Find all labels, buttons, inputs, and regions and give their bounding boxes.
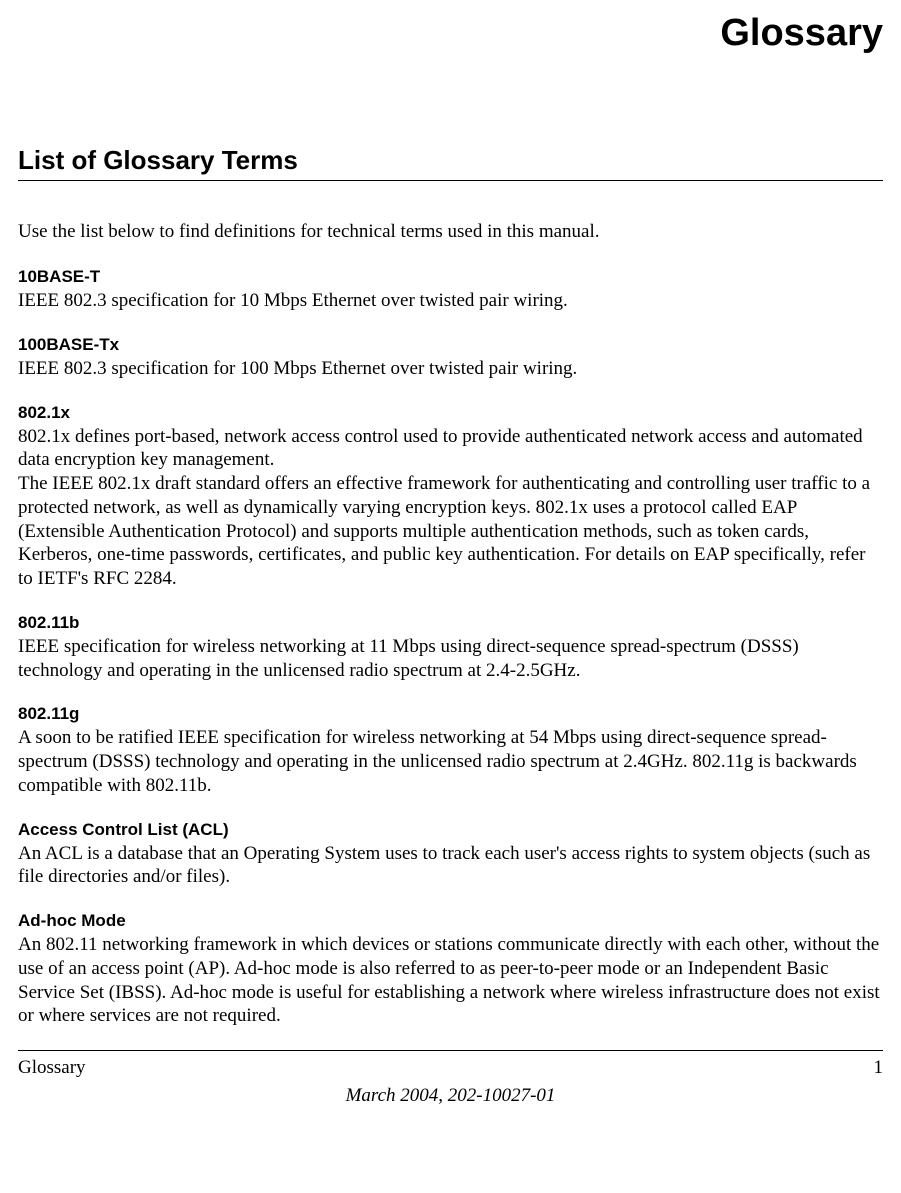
intro-text: Use the list below to find definitions f… bbox=[18, 221, 883, 243]
term-definition: IEEE 802.3 specification for 10 Mbps Eth… bbox=[18, 289, 883, 313]
glossary-entry: 802.11g A soon to be ratified IEEE speci… bbox=[18, 704, 883, 797]
term-label: 10BASE-T bbox=[18, 267, 883, 287]
page-title: Glossary bbox=[18, 12, 883, 55]
term-label: 100BASE-Tx bbox=[18, 335, 883, 355]
term-definition: 802.1x defines port-based, network acces… bbox=[18, 425, 883, 473]
term-label: Ad-hoc Mode bbox=[18, 911, 883, 931]
footer-date: March 2004, 202-10027-01 bbox=[18, 1085, 883, 1107]
term-definition: A soon to be ratified IEEE specification… bbox=[18, 726, 883, 797]
footer-page-number: 1 bbox=[874, 1057, 884, 1079]
footer-left: Glossary bbox=[18, 1057, 86, 1079]
term-definition: IEEE 802.3 specification for 100 Mbps Et… bbox=[18, 357, 883, 381]
term-label: 802.11b bbox=[18, 613, 883, 633]
glossary-entry: 802.1x 802.1x defines port-based, networ… bbox=[18, 403, 883, 591]
glossary-entry: Access Control List (ACL) An ACL is a da… bbox=[18, 820, 883, 890]
glossary-entry: 10BASE-T IEEE 802.3 specification for 10… bbox=[18, 267, 883, 313]
glossary-entry: Ad-hoc Mode An 802.11 networking framewo… bbox=[18, 911, 883, 1028]
term-label: 802.1x bbox=[18, 403, 883, 423]
term-definition: An ACL is a database that an Operating S… bbox=[18, 842, 883, 890]
footer-row: Glossary 1 bbox=[18, 1057, 883, 1079]
term-definition: An 802.11 networking framework in which … bbox=[18, 933, 883, 1028]
section-rule bbox=[18, 180, 883, 181]
footer-rule bbox=[18, 1050, 883, 1051]
term-definition-extra: The IEEE 802.1x draft standard offers an… bbox=[18, 472, 883, 591]
glossary-entry: 802.11b IEEE specification for wireless … bbox=[18, 613, 883, 683]
section-heading: List of Glossary Terms bbox=[18, 145, 883, 176]
term-label: 802.11g bbox=[18, 704, 883, 724]
glossary-entry: 100BASE-Tx IEEE 802.3 specification for … bbox=[18, 335, 883, 381]
term-label: Access Control List (ACL) bbox=[18, 820, 883, 840]
term-definition: IEEE specification for wireless networki… bbox=[18, 635, 883, 683]
